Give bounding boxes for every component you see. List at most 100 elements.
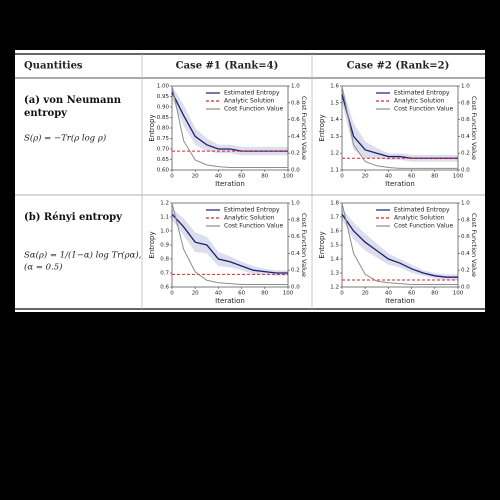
x-tick-label: 0	[170, 174, 174, 180]
y2-axis-label: Cost Function Value	[470, 213, 478, 277]
x-tick-label: 80	[431, 291, 438, 297]
x-tick-label: 60	[408, 291, 415, 297]
y-tick-label: 1.1	[330, 168, 339, 174]
y2-tick-label: 0.6	[461, 117, 470, 123]
row-title-box: (a) von Neumann entropy	[24, 95, 122, 119]
y-tick-label: 1.4	[330, 117, 339, 123]
legend-label: Analytic Solution	[224, 215, 275, 222]
series-line	[341, 213, 458, 278]
y2-tick-label: 0.4	[461, 251, 470, 257]
y2-axis-label: Cost Function Value	[300, 96, 308, 160]
chart: 1.2 1.1 1.0 0.9 0.8 0.7 0.6 0.0 0.2 0.4 0.6 0.8 1.0 0…	[148, 201, 308, 306]
y2-tick-label: 1.0	[291, 84, 300, 90]
y2-tick-label: 0.4	[461, 134, 470, 140]
y-tick-label: 0.60	[157, 168, 170, 174]
row-title: (b) Rényi entropy	[24, 212, 122, 223]
y-tick-label: 0.7	[160, 271, 169, 277]
y-axis-label: Entropy	[148, 231, 156, 258]
y2-axis-label: Cost Function Value	[470, 96, 478, 160]
legend-label: Estimated Entropy	[394, 207, 450, 214]
plot-area	[171, 85, 289, 171]
y2-tick-label: 1.0	[461, 84, 470, 90]
y2-tick-label: 0.8	[291, 217, 300, 223]
std-band	[342, 208, 458, 280]
y-axis-label: Entropy	[318, 231, 326, 258]
row-title-box: (b) Rényi entropy	[24, 212, 122, 223]
x-axis-label: Iteration	[385, 180, 415, 188]
y-tick-label: 1.6	[330, 84, 339, 90]
x-tick-label: 20	[362, 291, 369, 297]
std-band	[172, 86, 288, 156]
legend-label: Estimated Entropy	[224, 207, 280, 214]
y-tick-label: 0.6	[160, 285, 169, 291]
y2-tick-label: 0.0	[461, 285, 470, 291]
y-tick-label: 1.00	[157, 84, 170, 90]
y2-tick-label: 0.0	[291, 168, 300, 174]
legend-label: Analytic Solution	[394, 215, 445, 222]
y-tick-label: 1.8	[330, 201, 339, 207]
y-tick-label: 1.2	[330, 151, 339, 157]
y-tick-label: 0.65	[157, 157, 170, 163]
series-line	[171, 213, 288, 274]
header-cell: Quantities	[24, 61, 83, 72]
y-tick-label: 1.3	[330, 271, 339, 277]
y-tick-label: 0.95	[157, 94, 170, 100]
y2-tick-label: 0.2	[461, 268, 470, 274]
series-line	[171, 202, 288, 285]
x-tick-label: 0	[340, 291, 344, 297]
x-tick-label: 40	[385, 174, 392, 180]
x-tick-label: 40	[385, 291, 392, 297]
plot-area	[341, 202, 459, 288]
x-tick-label: 60	[238, 291, 245, 297]
y2-tick-label: 0.6	[291, 117, 300, 123]
y2-tick-label: 0.0	[291, 285, 300, 291]
series-line	[341, 85, 458, 169]
chart: 1.000.950.900.850.800.750.700.650.60 0.00…	[148, 84, 308, 189]
y-tick-label: 1.4	[330, 257, 339, 263]
x-tick-label: 40	[215, 291, 222, 297]
x-tick-label: 80	[261, 174, 268, 180]
y-tick-label: 0.8	[160, 257, 169, 263]
y2-tick-label: 1.0	[461, 201, 470, 207]
y2-tick-label: 0.2	[291, 151, 300, 157]
y2-tick-label: 0.8	[291, 100, 300, 106]
y2-tick-label: 1.0	[291, 201, 300, 207]
y2-tick-label: 0.8	[461, 217, 470, 223]
legend-label: Cost Function Value	[224, 106, 283, 113]
legend-label: Analytic Solution	[394, 98, 445, 105]
formula: S(ρ) = −Tr(ρ log ρ)	[24, 133, 106, 144]
y2-tick-label: 0.4	[291, 134, 300, 140]
row-title: (a) von Neumann entropy	[24, 95, 122, 119]
y-axis-label: Entropy	[148, 114, 156, 141]
x-tick-label: 60	[238, 174, 245, 180]
x-axis-label: Iteration	[385, 297, 415, 305]
x-axis-label: Iteration	[215, 180, 245, 188]
y2-axis-label: Cost Function Value	[300, 213, 308, 277]
x-tick-label: 100	[453, 174, 464, 180]
x-tick-label: 100	[283, 174, 294, 180]
formula: Sα(ρ) = 1/(1−α) log Tr(ρα),	[24, 250, 142, 261]
x-tick-label: 0	[340, 174, 344, 180]
x-tick-label: 40	[215, 174, 222, 180]
y2-tick-label: 0.0	[461, 168, 470, 174]
plot-area	[171, 202, 289, 288]
legend-label: Analytic Solution	[224, 98, 275, 105]
legend-label: Cost Function Value	[224, 223, 283, 230]
y-axis-label: Entropy	[318, 114, 326, 141]
y-tick-label: 0.85	[157, 115, 170, 121]
y-tick-label: 1.6	[330, 229, 339, 235]
y-tick-label: 1.2	[330, 285, 339, 291]
y-tick-label: 1.1	[160, 215, 169, 221]
y2-tick-label: 0.6	[291, 234, 300, 240]
y-tick-label: 0.75	[157, 136, 170, 142]
y2-tick-label: 0.8	[461, 100, 470, 106]
y2-tick-label: 0.2	[291, 268, 300, 274]
y2-tick-label: 0.2	[461, 151, 470, 157]
series-line	[171, 85, 288, 168]
header-cell: Case #2 (Rank=2)	[347, 61, 450, 72]
y-tick-label: 0.80	[157, 126, 170, 132]
chart: 1.8 1.7 1.6 1.5 1.4 1.3 1.2 0.0 0.2 0.4 0.6 0.8 1.0 0…	[318, 201, 478, 306]
legend-label: Estimated Entropy	[224, 90, 280, 97]
y-tick-label: 0.70	[157, 147, 170, 153]
